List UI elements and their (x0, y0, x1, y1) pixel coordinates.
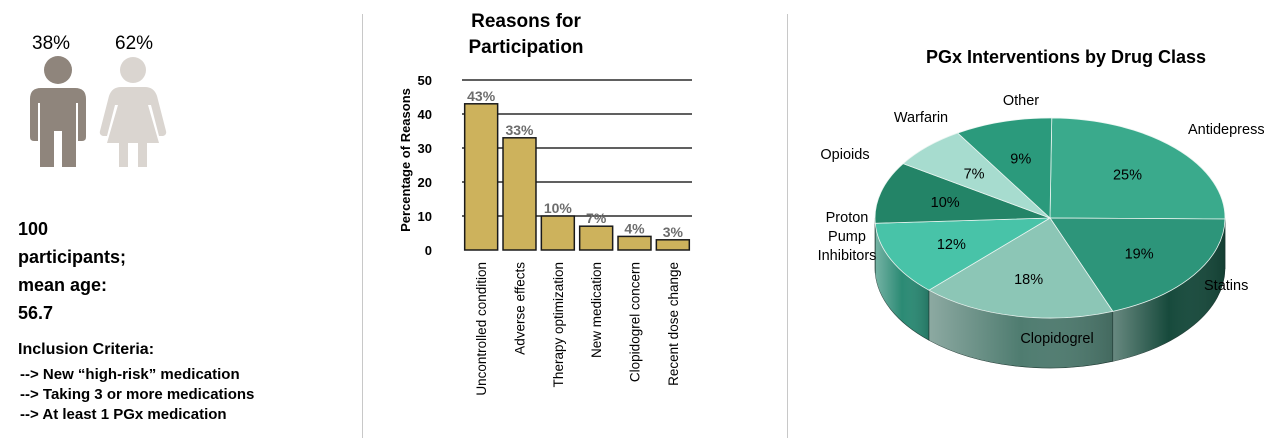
y-tick-label: 10 (418, 209, 432, 224)
male-percentage: 38% (32, 33, 71, 54)
x-category-label: New medication (589, 262, 604, 358)
pie-slice (1049, 217, 1226, 312)
chart-title: Participation (468, 37, 583, 58)
criteria-item: --> New “high-risk” medication (20, 366, 240, 383)
chart-title: Reasons for (471, 11, 581, 32)
chart-title: PGx Interventions by Drug Class (926, 47, 1206, 67)
pie-slice-side-shade (875, 223, 929, 341)
y-tick-label: 40 (418, 107, 432, 122)
bar-data-label: 7% (586, 210, 607, 226)
pie-category-label: Warfarin (894, 110, 948, 126)
pie-percent-label: 9% (1010, 151, 1031, 167)
pie-slice (874, 217, 1052, 291)
pie-slice (928, 217, 1114, 319)
criteria-title: Inclusion Criteria: (18, 341, 155, 358)
pie-category-label: Other (1003, 93, 1039, 109)
pie-category-label: Clopidogrel (1020, 331, 1093, 347)
pie-category-label: Antidepressants (1188, 122, 1264, 138)
pie-percent-label: 10% (931, 195, 960, 211)
criteria-list: --> New “high-risk” medication --> Takin… (20, 365, 254, 425)
panel-divider (362, 14, 363, 438)
bar (655, 239, 691, 251)
bar (502, 137, 537, 251)
pie-slice (1049, 117, 1226, 220)
bar-data-label: 3% (663, 224, 684, 240)
pie-percent-label: 12% (937, 237, 966, 253)
summary-line: 100 (18, 219, 49, 239)
pie-slice (956, 117, 1053, 219)
bar (540, 215, 576, 251)
pie-slice-side-shade (1112, 218, 1225, 362)
pie-percent-label: 25% (1113, 168, 1142, 184)
bar-data-label: 10% (544, 200, 573, 216)
criteria-item: --> Taking 3 or more medications (20, 386, 255, 403)
pie-category-label: Statins (1204, 278, 1248, 294)
pie-slice-side-shade (928, 290, 1113, 369)
pie-category-label: Proton Pump Inhibitors (818, 210, 877, 264)
x-category-label: Clopidogrel concern (628, 262, 643, 382)
criteria-item: --> At least 1 PGx medication (20, 406, 227, 423)
participant-summary: 100 participants; mean age: 56.7 (18, 215, 126, 327)
pie-slice (874, 163, 1051, 224)
female-percentage: 62% (115, 33, 154, 54)
y-tick-label: 30 (418, 141, 432, 156)
x-category-label: Recent dose change (666, 262, 681, 386)
bar (578, 225, 614, 251)
gender-icons (30, 56, 167, 167)
x-category-label: Adverse effects (513, 262, 528, 355)
female-figure-icon (99, 57, 167, 167)
y-axis-label: Percentage of Reasons (398, 88, 413, 232)
summary-line: participants; (18, 247, 127, 267)
pie-percent-label: 18% (1014, 272, 1043, 288)
bar-data-label: 43% (467, 88, 496, 104)
y-tick-label: 50 (418, 73, 432, 88)
panel-divider (787, 14, 788, 438)
x-category-label: Therapy optimization (551, 262, 566, 387)
y-tick-label: 20 (418, 175, 432, 190)
y-tick-label: 0 (425, 243, 432, 258)
reasons-bar-chart: Reasons for Participation Percentage of … (398, 11, 692, 396)
bar-data-label: 33% (505, 122, 534, 138)
pie-percent-label: 7% (964, 167, 985, 183)
drug-class-pie-chart: PGx Interventions by Drug Class 25% 19% 18… (818, 47, 1264, 369)
x-category-label: Uncontrolled condition (474, 262, 489, 396)
summary-line: 56.7 (18, 303, 54, 323)
bar-data-label: 4% (624, 220, 645, 236)
male-figure-icon (30, 56, 86, 167)
bar (463, 103, 499, 251)
pie-category-label: Opioids (820, 147, 869, 163)
summary-line: mean age: (18, 275, 108, 295)
pie-percent-label: 19% (1125, 246, 1154, 262)
bar (617, 235, 652, 251)
